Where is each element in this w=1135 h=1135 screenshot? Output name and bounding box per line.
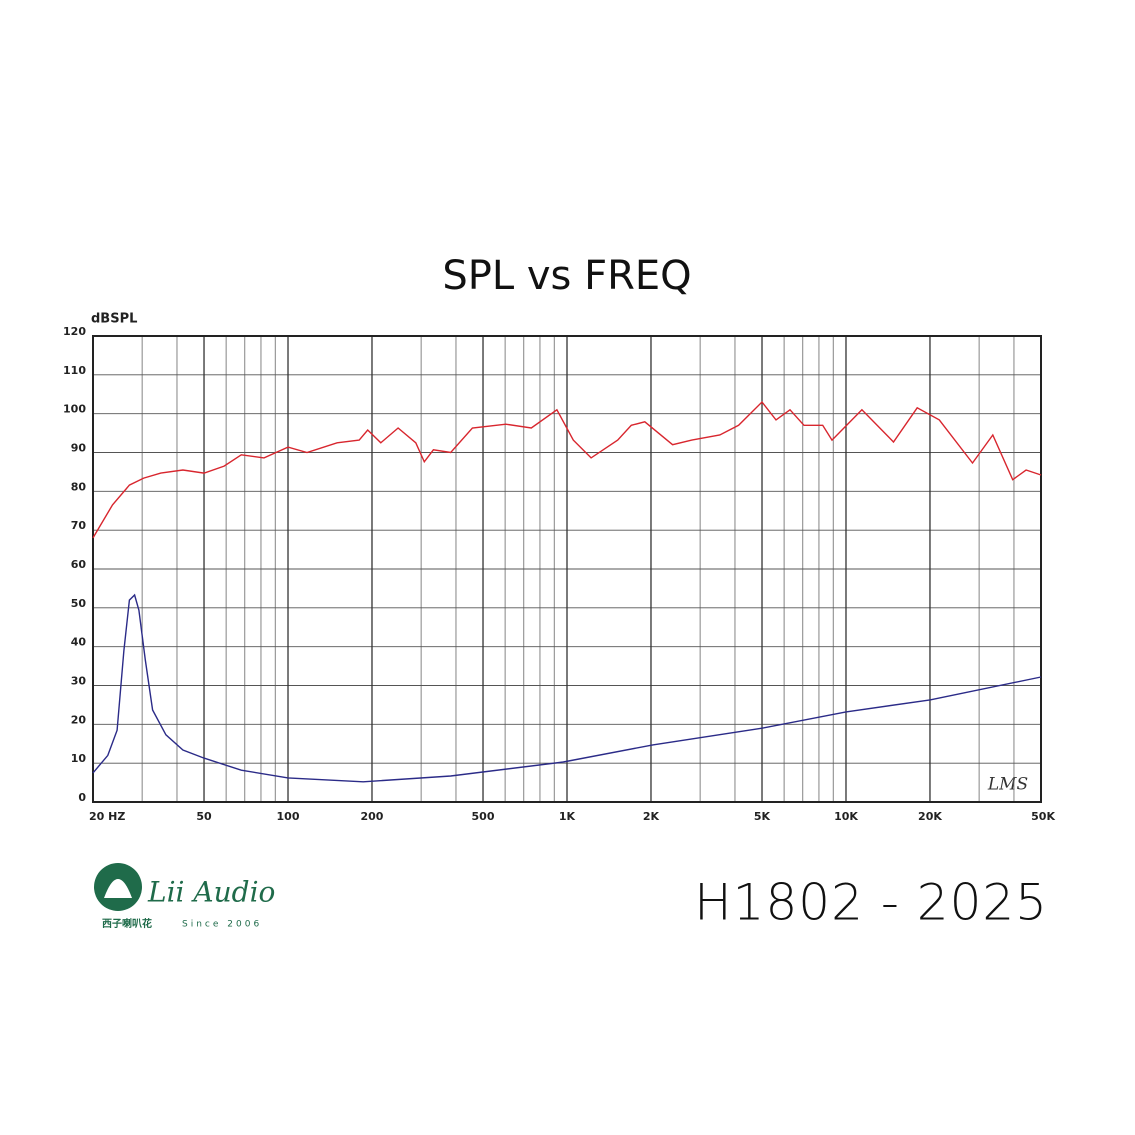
x-tick-label: 2K: [643, 810, 660, 823]
x-tick-label: 20K: [918, 810, 942, 823]
y-tick-label: 0: [78, 791, 86, 804]
x-tick-label: 50: [196, 810, 212, 823]
x-tick-label: 200: [361, 810, 384, 823]
chart-title: SPL vs FREQ: [442, 253, 691, 299]
y-tick-label: 60: [71, 558, 87, 571]
y-tick-label: 40: [71, 636, 87, 649]
y-axis-label: dBSPL: [91, 312, 137, 327]
x-tick-label: 50K: [1031, 810, 1055, 823]
model-label: H1802 - 2025: [694, 874, 1048, 932]
y-tick-label: 20: [71, 713, 87, 726]
y-tick-label: 30: [71, 675, 87, 688]
y-tick-label: 100: [63, 403, 86, 416]
y-tick-label: 110: [63, 364, 86, 377]
logo-chinese: 西子喇叭花: [102, 917, 152, 930]
logo-since: Since 2006: [182, 920, 262, 930]
y-tick-label: 70: [71, 519, 87, 532]
y-tick-label: 120: [63, 325, 86, 338]
x-tick-label: 500: [472, 810, 495, 823]
x-tick-label: 10K: [834, 810, 858, 823]
y-tick-label: 10: [71, 752, 87, 765]
x-tick-label: 100: [277, 810, 300, 823]
logo: Lii Audio 西子喇叭花 Since 2006: [94, 863, 275, 930]
data-line: [92, 400, 1042, 539]
x-tick-label: 5K: [754, 810, 771, 823]
y-tick-label: 90: [71, 442, 87, 455]
annotation: LMS: [987, 775, 1028, 795]
logo-brand: Lii Audio: [147, 876, 275, 909]
x-tick-label: 20 HZ: [89, 810, 125, 823]
y-tick-label: 80: [71, 480, 87, 493]
logo-flower: [104, 879, 132, 898]
x-tick-label: 1K: [559, 810, 576, 823]
data-line: [92, 593, 1042, 783]
y-tick-label: 50: [71, 597, 87, 610]
plot-frame: [92, 335, 1042, 803]
